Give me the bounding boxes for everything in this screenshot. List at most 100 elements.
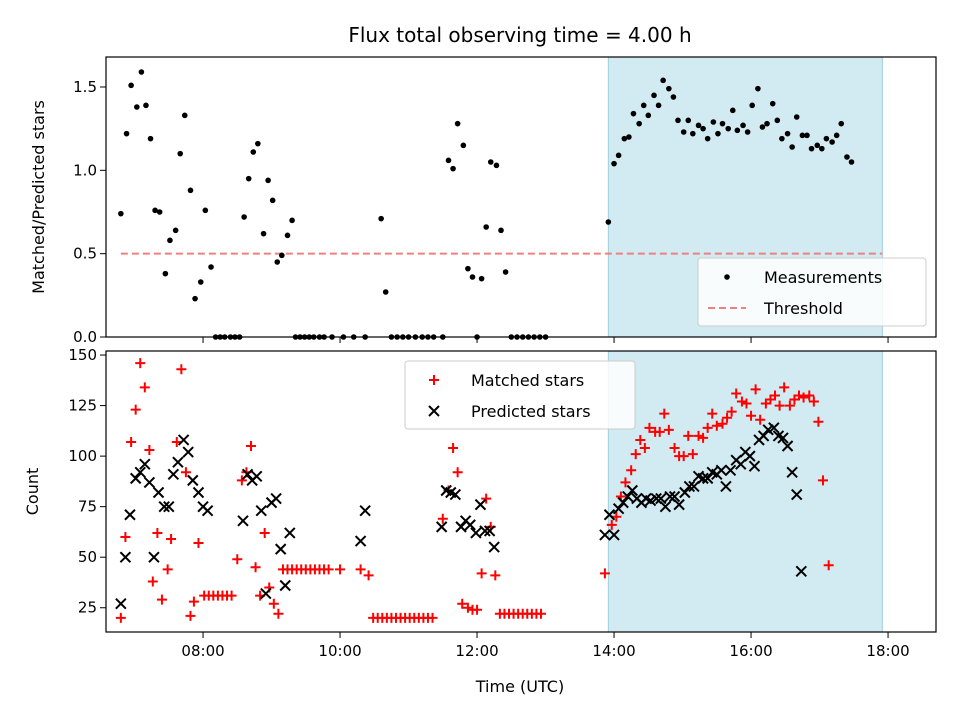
data-point bbox=[457, 598, 468, 609]
data-point bbox=[130, 404, 141, 415]
series-predicted-stars bbox=[115, 422, 807, 610]
data-point bbox=[748, 460, 761, 472]
legend: Measurements Threshold bbox=[697, 257, 927, 327]
data-point bbox=[741, 398, 752, 409]
data-point bbox=[448, 443, 459, 454]
data-point bbox=[193, 538, 204, 549]
data-point bbox=[798, 392, 809, 403]
data-point bbox=[700, 125, 706, 132]
data-point bbox=[690, 130, 696, 137]
data-point bbox=[669, 443, 680, 454]
data-point bbox=[698, 432, 709, 443]
data-point bbox=[695, 122, 702, 129]
data-point bbox=[823, 135, 830, 142]
data-point bbox=[115, 597, 127, 610]
data-point bbox=[644, 422, 655, 433]
data-point bbox=[119, 551, 132, 563]
data-point bbox=[683, 430, 694, 441]
data-point bbox=[833, 132, 840, 139]
data-point bbox=[654, 426, 665, 437]
data-point bbox=[435, 521, 448, 533]
data-point bbox=[454, 120, 461, 127]
data-point bbox=[795, 565, 807, 578]
data-point bbox=[711, 420, 722, 431]
data-point bbox=[793, 390, 804, 401]
data-point bbox=[462, 602, 473, 613]
data-point bbox=[823, 560, 834, 571]
data-point bbox=[680, 129, 687, 135]
data-point bbox=[819, 145, 825, 152]
x-tick-label: 08:00 bbox=[181, 642, 224, 660]
data-point bbox=[650, 492, 662, 505]
data-point bbox=[147, 135, 154, 142]
data-point bbox=[255, 140, 261, 147]
legend-entry: Matched stars bbox=[471, 371, 584, 390]
series-measurements bbox=[118, 69, 855, 340]
data-point bbox=[755, 85, 761, 92]
data-point bbox=[270, 492, 282, 505]
data-point bbox=[483, 224, 489, 230]
data-point bbox=[715, 464, 728, 476]
data-point bbox=[683, 480, 696, 493]
data-point bbox=[769, 100, 776, 107]
data-point bbox=[722, 412, 733, 423]
data-point bbox=[135, 358, 146, 369]
data-point bbox=[138, 69, 145, 75]
data-point bbox=[844, 154, 850, 160]
data-point bbox=[599, 568, 610, 579]
data-point bbox=[719, 120, 726, 127]
data-point bbox=[460, 142, 467, 149]
data-point bbox=[639, 443, 650, 454]
data-point bbox=[759, 124, 766, 130]
data-point bbox=[717, 418, 728, 429]
data-point bbox=[208, 264, 214, 270]
x-tick-label: 14:00 bbox=[592, 642, 635, 660]
data-point bbox=[143, 476, 156, 489]
data-point bbox=[768, 422, 780, 434]
data-point bbox=[659, 500, 672, 513]
data-point bbox=[167, 468, 180, 481]
data-point bbox=[192, 295, 198, 302]
data-point bbox=[744, 129, 751, 135]
y-tick-label: 0.5 bbox=[73, 245, 97, 263]
data-point bbox=[630, 110, 637, 117]
data-point bbox=[476, 568, 487, 579]
legend-entry: Predicted stars bbox=[471, 402, 591, 421]
data-point bbox=[673, 498, 685, 511]
legend-box bbox=[697, 257, 927, 327]
data-point bbox=[241, 468, 254, 481]
data-point bbox=[128, 82, 134, 89]
data-point bbox=[250, 149, 257, 155]
data-point bbox=[626, 134, 632, 140]
data-point bbox=[166, 534, 177, 545]
data-point bbox=[781, 440, 794, 452]
data-point bbox=[255, 504, 267, 517]
data-point bbox=[176, 364, 187, 375]
data-point bbox=[804, 132, 810, 139]
data-point bbox=[139, 458, 151, 470]
data-point bbox=[152, 486, 165, 499]
data-point bbox=[740, 122, 746, 129]
data-point bbox=[786, 466, 798, 479]
data-point bbox=[724, 464, 737, 476]
data-point bbox=[599, 529, 611, 541]
data-point bbox=[236, 475, 247, 486]
data-point bbox=[172, 227, 179, 234]
data-point bbox=[289, 217, 295, 224]
data-point bbox=[726, 406, 737, 417]
data-point bbox=[472, 604, 483, 615]
data-point bbox=[651, 92, 657, 99]
data-point bbox=[120, 531, 131, 542]
data-point bbox=[808, 145, 815, 152]
data-point bbox=[479, 525, 491, 537]
data-point bbox=[535, 608, 546, 619]
data-point bbox=[469, 274, 476, 280]
data-point bbox=[603, 509, 616, 521]
x-tick-label: 16:00 bbox=[729, 642, 772, 660]
data-point bbox=[478, 275, 485, 282]
data-point bbox=[187, 474, 199, 487]
data-point bbox=[784, 130, 791, 137]
data-point bbox=[118, 210, 124, 217]
data-point bbox=[171, 436, 182, 447]
